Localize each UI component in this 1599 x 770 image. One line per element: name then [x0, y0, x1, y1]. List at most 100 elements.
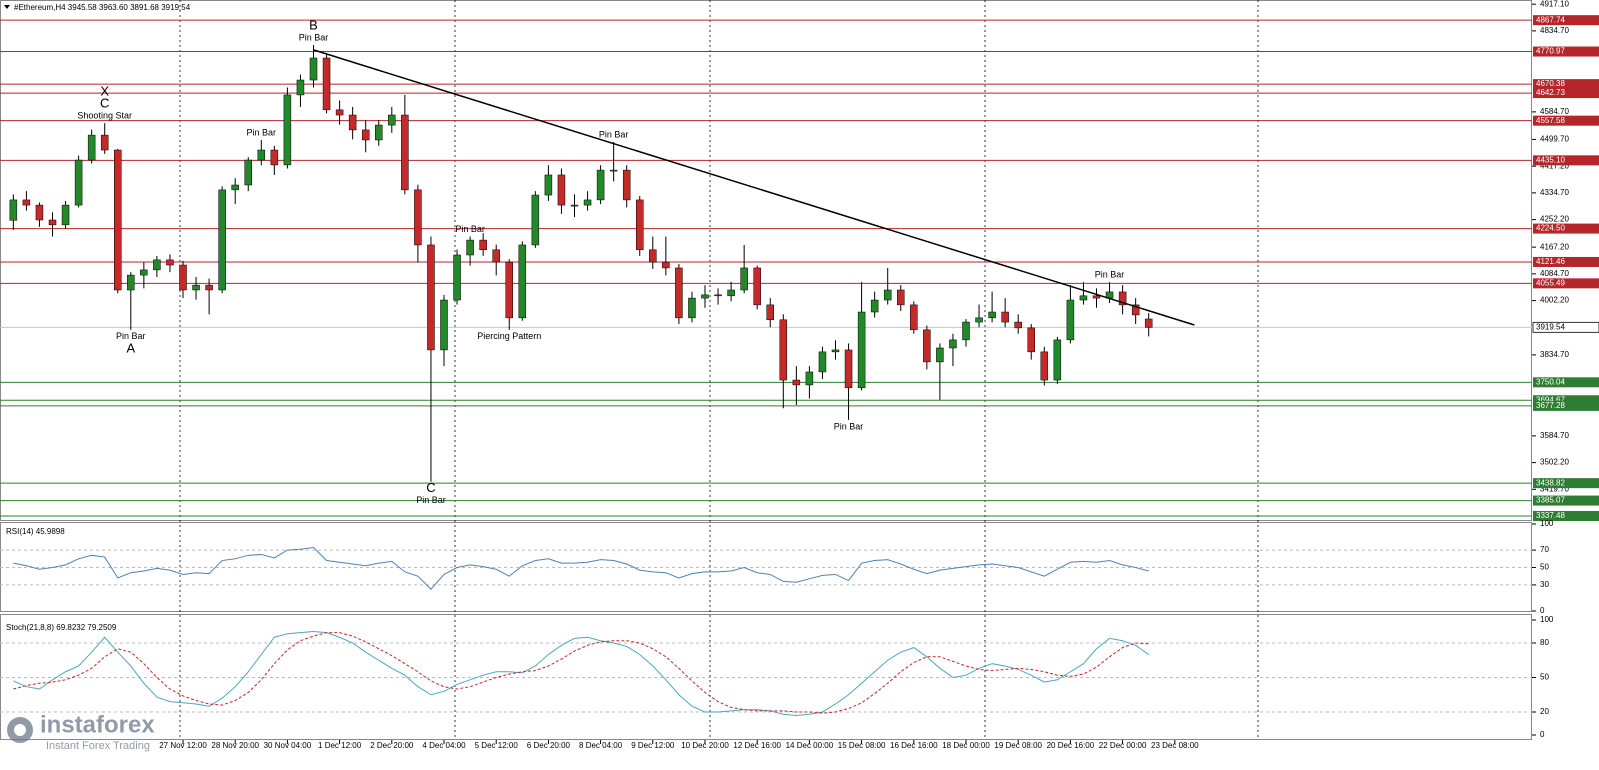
candle-body — [361, 129, 370, 141]
level-label: 3337.48 — [1536, 511, 1565, 520]
candle-body — [335, 109, 344, 116]
level-label-box — [1533, 15, 1599, 26]
candle-body — [1001, 311, 1009, 323]
annotation: Pin Bar — [1095, 269, 1125, 279]
candle-body — [87, 134, 96, 161]
x-tick-label: 10 Dec 20:00 — [681, 741, 729, 750]
candle-body — [662, 261, 670, 269]
x-tick-label: 12 Dec 16:00 — [733, 741, 781, 750]
y-tick-label: 0 — [1540, 606, 1545, 615]
annotation: B — [309, 17, 318, 32]
candle-body — [453, 254, 461, 301]
annotation: Pin Bar — [834, 421, 864, 431]
y-tick-label: 4334.70 — [1540, 188, 1569, 197]
level-label-box — [1533, 223, 1599, 234]
candle-body — [531, 194, 540, 246]
x-tick-label: 22 Dec 00:00 — [1099, 741, 1147, 750]
panel-title: RSI(14) 45.9898 — [6, 527, 65, 536]
candle-body — [479, 239, 487, 251]
y-tick-label: 4499.70 — [1540, 135, 1569, 144]
candle-body — [505, 261, 513, 319]
level-label-box — [1533, 495, 1599, 506]
candle-body — [9, 199, 18, 221]
x-tick-label: 20 Dec 16:00 — [1047, 741, 1095, 750]
level-label-box — [1533, 79, 1599, 90]
candle-body — [218, 189, 226, 291]
candle-body — [61, 204, 70, 226]
x-tick-label: 8 Dec 04:00 — [579, 741, 623, 750]
candle-body — [375, 124, 383, 141]
candle-body — [675, 267, 683, 319]
level-label: 4557.58 — [1536, 116, 1565, 125]
level-label: 3750.04 — [1536, 377, 1565, 386]
candle-body — [414, 189, 422, 246]
candle-body — [1144, 318, 1153, 328]
y-tick-label: 4252.20 — [1540, 215, 1569, 224]
candle-body — [140, 269, 148, 276]
x-tick-label: 2 Dec 20:00 — [370, 741, 414, 750]
candle-body — [100, 134, 109, 151]
annotation: Pin Bar — [416, 495, 446, 505]
candle-body — [127, 274, 135, 291]
candle-body — [1053, 339, 1062, 381]
annotation: Pin Bar — [299, 32, 329, 42]
level-label-box — [1533, 46, 1599, 57]
x-tick-label: 19 Dec 08:00 — [994, 741, 1042, 750]
level-label-box — [1533, 155, 1599, 166]
level-label: 4224.50 — [1536, 224, 1565, 233]
annotation: Pin Bar — [599, 129, 629, 139]
y-tick-label: 50 — [1540, 563, 1549, 572]
y-tick-label: 4917.10 — [1540, 0, 1569, 8]
candle-body — [427, 244, 435, 351]
candle-body — [1066, 299, 1075, 341]
level-label: 4670.38 — [1536, 79, 1565, 88]
x-tick-label: 1 Dec 12:00 — [318, 741, 362, 750]
candle-body — [779, 319, 788, 381]
annotation: C — [426, 480, 435, 495]
candle-body — [257, 149, 266, 161]
candle-body — [766, 304, 774, 321]
panel-title: Stoch(21,8,8) 69.8232 79.2509 — [6, 623, 117, 632]
level-label: 4867.74 — [1536, 15, 1565, 24]
x-tick-label: 14 Dec 00:00 — [786, 741, 834, 750]
x-tick-label: 28 Nov 20:00 — [211, 741, 259, 750]
candle-body — [1092, 295, 1101, 299]
level-label: 3438.82 — [1536, 478, 1565, 487]
candle-body — [1079, 295, 1088, 301]
candle-body — [936, 347, 944, 363]
y-tick-label: 20 — [1540, 707, 1549, 716]
candle-body — [897, 289, 905, 306]
candle-body — [870, 299, 879, 313]
x-tick-label: 6 Dec 20:00 — [527, 741, 571, 750]
candle-body — [740, 267, 748, 291]
candle-body — [192, 284, 200, 291]
level-label: 3694.67 — [1536, 395, 1565, 404]
candle-body — [440, 299, 448, 351]
panel-title: #Ethereum,H4 3945.58 3963.60 3891.68 391… — [14, 3, 191, 12]
x-tick-label: 16 Dec 16:00 — [890, 741, 938, 750]
candle-body — [205, 284, 213, 291]
level-label-box — [1533, 115, 1599, 126]
candle-body — [492, 249, 500, 263]
candle-body — [1027, 327, 1035, 353]
level-label: 4435.10 — [1536, 155, 1565, 164]
candle-body — [22, 199, 31, 206]
candle-body — [179, 264, 187, 291]
candle-body — [244, 159, 252, 186]
candle-body — [949, 339, 957, 349]
candle-body — [649, 249, 657, 263]
candle-body — [831, 349, 840, 353]
logo: instaforex Instant Forex Trading — [7, 711, 155, 752]
candle-body — [322, 57, 331, 111]
annotation: A — [126, 340, 135, 355]
y-tick-label: 70 — [1540, 545, 1549, 554]
candle-body — [609, 169, 618, 172]
candle-body — [153, 259, 161, 271]
candle-body — [818, 351, 827, 373]
candle-body — [805, 371, 814, 386]
level-label: 4770.97 — [1536, 47, 1565, 56]
last-price-label: 3919.54 — [1536, 323, 1565, 332]
annotation: X — [100, 84, 109, 99]
main-panel-frame — [0, 0, 1532, 521]
